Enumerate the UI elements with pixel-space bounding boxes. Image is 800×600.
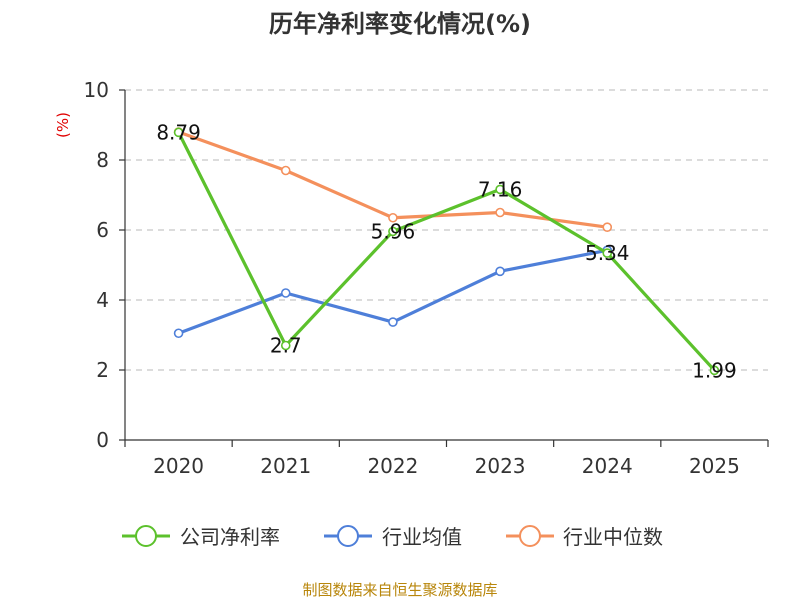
y-tick-label: 8 bbox=[96, 148, 109, 172]
series-point-1 bbox=[388, 317, 398, 327]
legend-swatch-marker bbox=[337, 525, 359, 547]
x-tick-label: 2021 bbox=[260, 454, 311, 478]
data-label: 2.7 bbox=[270, 334, 302, 358]
grid-lines bbox=[125, 89, 768, 371]
legend-label: 行业均值 bbox=[382, 525, 462, 549]
x-tick-labels: 2020 2021 2022 2023 2024 2025 bbox=[153, 454, 740, 478]
data-label: 8.79 bbox=[156, 120, 201, 144]
x-tick-label: 2025 bbox=[689, 454, 740, 478]
legend-label: 行业中位数 bbox=[563, 525, 663, 549]
y-axis-label: (%) bbox=[54, 112, 72, 138]
legend-swatch-marker bbox=[135, 525, 157, 547]
series-point-2 bbox=[388, 212, 398, 223]
data-label: 5.34 bbox=[585, 241, 630, 265]
y-tick-label: 10 bbox=[84, 78, 109, 102]
y-tick-label: 0 bbox=[96, 428, 109, 452]
x-tick-label: 2020 bbox=[153, 454, 204, 478]
series-point-0 bbox=[602, 248, 613, 258]
data-label: 5.96 bbox=[371, 219, 416, 243]
series-point-1 bbox=[173, 328, 184, 339]
series-point-0 bbox=[709, 365, 720, 376]
series-point-0 bbox=[280, 340, 291, 351]
x-tick-label: 2024 bbox=[582, 454, 633, 478]
data-label: 7.16 bbox=[478, 177, 523, 201]
data-labels: 8.79 2.7 5.96 7.16 5.34 1.99 bbox=[156, 120, 736, 382]
y-tick-label: 6 bbox=[96, 218, 109, 242]
series-point-1 bbox=[495, 266, 505, 277]
data-label: 1.99 bbox=[692, 358, 737, 382]
source-note: 制图数据来自恒生聚源数据库 bbox=[302, 581, 497, 599]
series-line-2 bbox=[178, 130, 608, 229]
legend-label: 公司净利率 bbox=[180, 525, 280, 549]
series-point-0 bbox=[495, 184, 505, 195]
y-tick-label: 2 bbox=[96, 358, 109, 382]
series-point-2 bbox=[495, 207, 505, 218]
legend-swatch-marker bbox=[519, 525, 541, 547]
axes bbox=[119, 89, 769, 447]
x-tick-label: 2022 bbox=[367, 454, 418, 478]
y-tick-label: 4 bbox=[96, 288, 109, 312]
series-point-2 bbox=[602, 222, 613, 232]
series-point-1 bbox=[280, 288, 291, 298]
chart-title: 历年净利率变化情况(%) bbox=[269, 10, 531, 38]
series-point-2 bbox=[280, 165, 291, 176]
x-tick-label: 2023 bbox=[475, 454, 526, 478]
series-point-0 bbox=[173, 127, 184, 138]
series-line-0 bbox=[177, 131, 716, 372]
series-point-0 bbox=[388, 226, 398, 237]
legend: 公司净利率 行业均值 行业中位数 bbox=[122, 525, 663, 549]
y-tick-labels: 0 2 4 6 8 10 bbox=[84, 78, 109, 452]
series-group bbox=[173, 127, 720, 376]
